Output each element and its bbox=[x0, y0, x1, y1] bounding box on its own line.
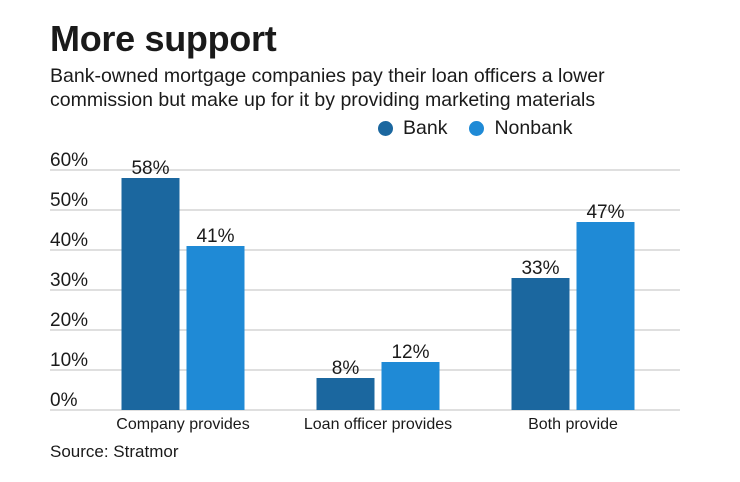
chart-subtitle: Bank-owned mortgage companies pay their … bbox=[50, 64, 730, 112]
data-label: 47% bbox=[586, 202, 624, 223]
chart-legend: Bank Nonbank bbox=[378, 117, 595, 140]
x-tick-label: Company provides bbox=[116, 416, 249, 433]
bar-nonbank bbox=[381, 362, 440, 410]
legend-item-nonbank: Nonbank bbox=[469, 117, 573, 140]
y-tick-label: 0% bbox=[50, 390, 78, 411]
y-tick-label: 20% bbox=[50, 310, 88, 331]
legend-label-bank: Bank bbox=[403, 117, 448, 139]
data-label: 8% bbox=[332, 358, 360, 379]
y-tick-label: 10% bbox=[50, 350, 88, 371]
legend-swatch-bank bbox=[378, 121, 393, 136]
data-label: 41% bbox=[196, 226, 234, 247]
legend-label-nonbank: Nonbank bbox=[494, 117, 573, 139]
bar-bank bbox=[511, 278, 570, 410]
legend-swatch-nonbank bbox=[469, 121, 485, 136]
y-tick-label: 60% bbox=[50, 150, 88, 171]
bar-nonbank bbox=[576, 222, 635, 410]
chart-title: More support bbox=[50, 18, 277, 59]
data-label: 12% bbox=[391, 342, 429, 363]
y-tick-label: 30% bbox=[50, 270, 88, 291]
x-tick-label: Loan officer provides bbox=[304, 416, 452, 433]
source-note: Source: Stratmor bbox=[50, 442, 179, 461]
y-tick-label: 50% bbox=[50, 190, 88, 211]
bar-bank bbox=[121, 178, 180, 410]
data-label: 58% bbox=[131, 158, 169, 179]
y-tick-label: 40% bbox=[50, 230, 88, 251]
bar-nonbank bbox=[186, 246, 245, 410]
bar-bank bbox=[316, 378, 375, 410]
legend-item-bank: Bank bbox=[378, 117, 447, 140]
x-tick-label: Both provide bbox=[528, 416, 618, 433]
subtitle-line-1: Bank-owned mortgage companies pay their … bbox=[50, 65, 605, 87]
subtitle-line-2: commission but make up for it by providi… bbox=[50, 89, 596, 111]
data-label: 33% bbox=[521, 258, 559, 279]
